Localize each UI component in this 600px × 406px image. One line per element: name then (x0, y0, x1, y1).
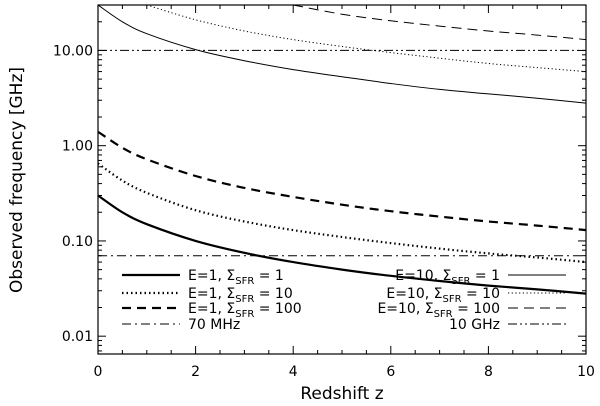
y-tick-label: 1.00 (62, 139, 93, 155)
legend-label-value: = 1 (254, 268, 284, 284)
legend-label-text: E=10, Σ (377, 301, 433, 317)
y-tick-label: 0.10 (62, 234, 93, 250)
legend-label-subscript: SFR (235, 309, 254, 320)
legend-label-text: E=10, Σ (395, 268, 451, 284)
x-tick-label: 10 (577, 364, 595, 380)
legend-label-1: E=1, ΣSFR = 10 (188, 286, 293, 305)
x-axis-title: Redshift z (300, 384, 383, 404)
legend-label-text: E=1, Σ (188, 268, 235, 284)
legend-label-value: = 10 (254, 286, 292, 302)
legend-label-0: E=1, ΣSFR = 1 (188, 268, 284, 287)
series-line-4 (146, 5, 586, 73)
legend: E=1, ΣSFR = 1E=1, ΣSFR = 10E=1, ΣSFR = 1… (122, 268, 566, 333)
x-tick-label: 4 (289, 364, 298, 380)
legend-label-text: 10 GHz (449, 317, 500, 333)
series-line-0 (98, 194, 586, 295)
y-axis-title: Observed frequency [GHz] (7, 67, 27, 293)
series-layer (98, 5, 586, 295)
series-line-2 (98, 130, 586, 232)
legend-label-text: E=10, Σ (386, 286, 442, 302)
x-tick-label: 2 (191, 364, 200, 380)
x-tick-label: 6 (386, 364, 395, 380)
legend-label-subscript: SFR (434, 309, 453, 320)
legend-label-6: 70 MHz (188, 317, 240, 333)
legend-label-4: E=10, ΣSFR = 10 (386, 286, 500, 305)
tick-layer: 0 2 4 6 8 10 0.01 0.10 1.00 10.00 (53, 4, 595, 380)
legend-label-text: E=1, Σ (188, 286, 235, 302)
legend-label-value: = 100 (254, 301, 301, 317)
legend-label-value: = 1 (470, 268, 500, 284)
legend-label-subscript: SFR (235, 294, 254, 305)
y-tick-label: 10.00 (53, 43, 93, 59)
legend-label-7: 10 GHz (449, 317, 500, 333)
legend-label-text: 70 MHz (188, 317, 240, 333)
legend-label-subscript: SFR (442, 294, 461, 305)
legend-label-subscript: SFR (235, 276, 254, 287)
legend-label-2: E=1, ΣSFR = 100 (188, 301, 302, 320)
x-tick-label: 8 (484, 364, 493, 380)
legend-label-5: E=10, ΣSFR = 100 (377, 301, 500, 320)
plot-frame (97, 4, 587, 355)
legend-label-value: = 100 (453, 301, 500, 317)
y-tick-label: 0.01 (62, 329, 93, 345)
legend-label-text: E=1, Σ (188, 301, 235, 317)
x-tick-label: 0 (94, 364, 103, 380)
series-line-3 (98, 5, 586, 104)
series-line-1 (98, 162, 586, 264)
legend-label-3: E=10, ΣSFR = 1 (395, 268, 500, 287)
legend-label-subscript: SFR (451, 276, 470, 287)
legend-label-value: = 10 (462, 286, 500, 302)
series-line-5 (293, 5, 586, 41)
